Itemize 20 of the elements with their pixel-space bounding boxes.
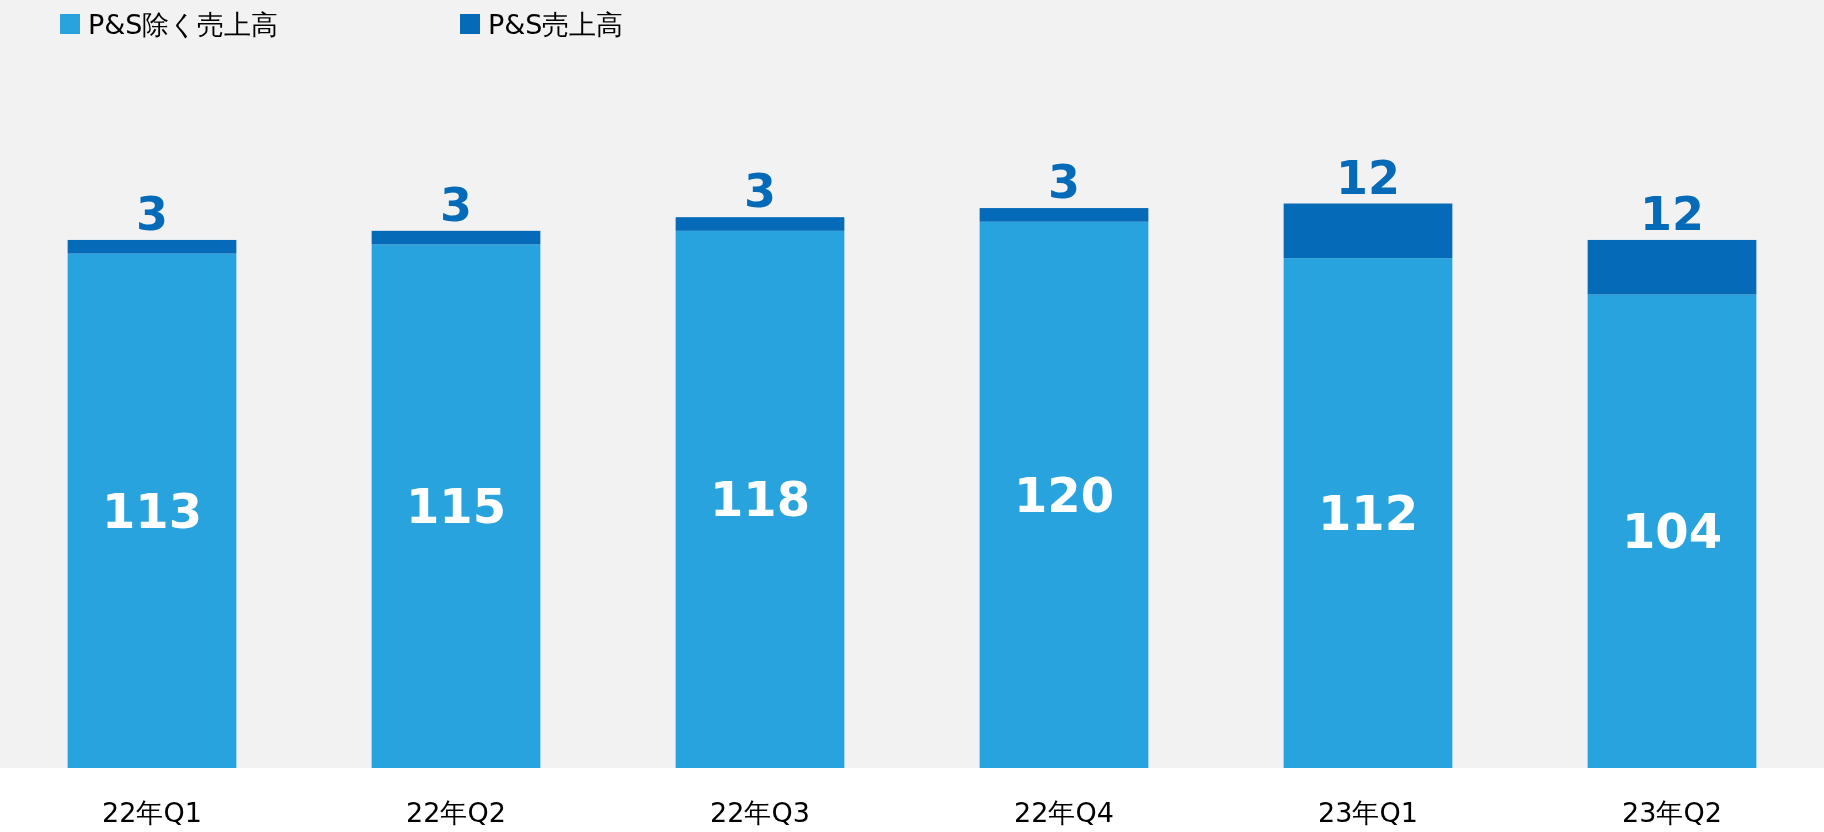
data-label: 3 bbox=[439, 177, 473, 232]
x-tick-label: 22年Q4 bbox=[1014, 797, 1114, 828]
data-label: 12 bbox=[1335, 150, 1401, 205]
data-label: 3 bbox=[743, 164, 777, 219]
data-label: 115 bbox=[405, 478, 507, 535]
data-label: 112 bbox=[1317, 485, 1419, 542]
data-label: 3 bbox=[135, 186, 169, 241]
legend-label: P&S売上高 bbox=[488, 9, 624, 40]
data-label: 12 bbox=[1639, 186, 1705, 241]
legend-label: P&S除く売上高 bbox=[88, 9, 279, 40]
x-tick-label: 23年Q1 bbox=[1318, 797, 1418, 828]
data-label: 118 bbox=[709, 471, 811, 528]
data-label: 120 bbox=[1013, 466, 1115, 523]
x-tick-label: 22年Q3 bbox=[710, 797, 810, 828]
data-label: 3 bbox=[1047, 155, 1081, 210]
x-tick-label: 22年Q1 bbox=[102, 797, 202, 828]
x-tick-label: 22年Q2 bbox=[406, 797, 506, 828]
x-tick-label: 23年Q2 bbox=[1622, 797, 1722, 828]
data-label: 104 bbox=[1621, 503, 1723, 560]
data-label: 113 bbox=[101, 482, 203, 539]
